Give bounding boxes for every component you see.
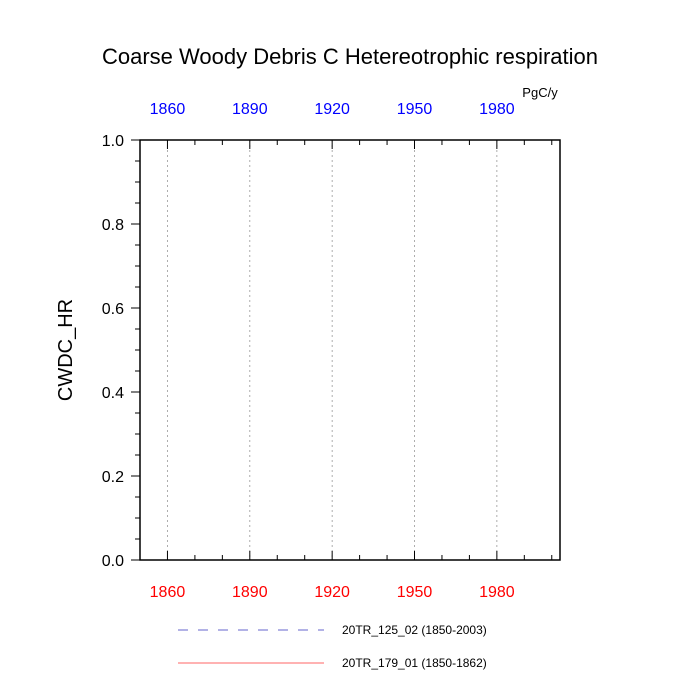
- grid-lines: [167, 140, 498, 560]
- x-tick-label-top-1890: 1890: [232, 101, 268, 118]
- x-tick-label-bottom-1890: 1890: [232, 584, 268, 601]
- legend-label-1: 20TR_179_01 (1850-1862): [342, 656, 487, 670]
- plot-frame: [139, 139, 561, 561]
- y-tick-label-0.2: 0.2: [102, 469, 124, 486]
- x-tick-label-top-1860: 1860: [150, 101, 186, 118]
- y-axis-label: CWDC_HR: [55, 299, 77, 401]
- x-tick-label-top-1980: 1980: [479, 101, 515, 118]
- legend: 20TR_125_02 (1850-2003) 20TR_179_01 (185…: [178, 623, 487, 670]
- units-label: PgC/y: [522, 85, 558, 100]
- x-tick-label-top-1920: 1920: [314, 101, 350, 118]
- axis-ticks: [131, 139, 553, 561]
- y-tick-label-0.8: 0.8: [102, 217, 124, 234]
- chart-title: Coarse Woody Debris C Hetereotrophic res…: [102, 44, 598, 69]
- y-tick-label-0.0: 0.0: [102, 553, 124, 570]
- x-tick-label-bottom-1860: 1860: [150, 584, 186, 601]
- y-tick-label-1.0: 1.0: [102, 133, 124, 150]
- x-tick-label-bottom-1980: 1980: [479, 584, 515, 601]
- x-tick-label-top-1950: 1950: [397, 101, 433, 118]
- legend-label-0: 20TR_125_02 (1850-2003): [342, 623, 487, 637]
- y-tick-label-0.6: 0.6: [102, 301, 124, 318]
- x-tick-label-bottom-1950: 1950: [397, 584, 433, 601]
- y-tick-label-0.4: 0.4: [102, 385, 124, 402]
- x-tick-label-bottom-1920: 1920: [314, 584, 350, 601]
